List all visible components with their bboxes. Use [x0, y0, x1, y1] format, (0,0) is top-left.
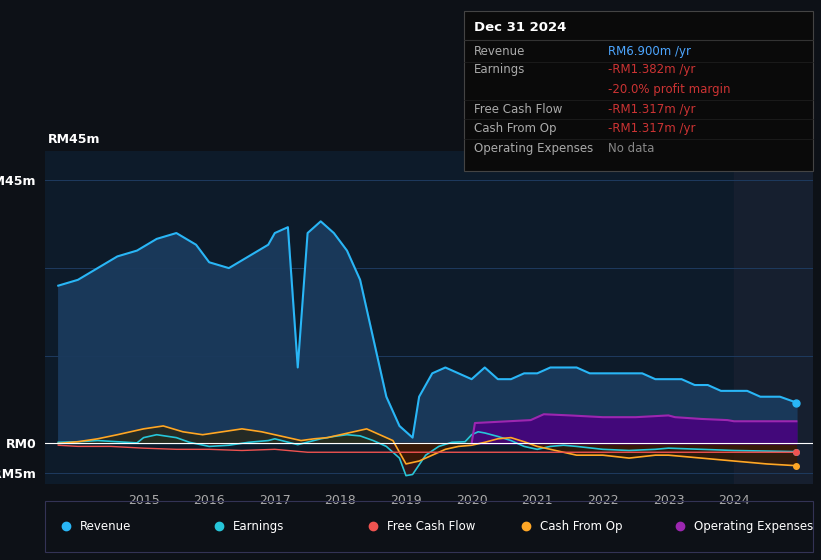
Text: Cash From Op: Cash From Op	[540, 520, 623, 533]
Text: -RM1.317m /yr: -RM1.317m /yr	[608, 122, 695, 136]
Text: Earnings: Earnings	[474, 63, 525, 77]
Text: Free Cash Flow: Free Cash Flow	[387, 520, 475, 533]
Text: No data: No data	[608, 142, 654, 155]
Text: Operating Expenses: Operating Expenses	[694, 520, 813, 533]
Text: Cash From Op: Cash From Op	[474, 122, 556, 136]
Text: RM45m: RM45m	[48, 133, 100, 146]
Text: Earnings: Earnings	[233, 520, 285, 533]
Text: Dec 31 2024: Dec 31 2024	[474, 21, 566, 34]
Text: Revenue: Revenue	[80, 520, 131, 533]
Text: -20.0% profit margin: -20.0% profit margin	[608, 83, 730, 96]
Text: Operating Expenses: Operating Expenses	[474, 142, 593, 155]
Text: Revenue: Revenue	[474, 45, 525, 58]
Text: -RM1.382m /yr: -RM1.382m /yr	[608, 63, 695, 77]
Text: RM6.900m /yr: RM6.900m /yr	[608, 45, 690, 58]
Bar	[734, 151, 813, 484]
Text: -RM1.317m /yr: -RM1.317m /yr	[608, 102, 695, 116]
Text: Free Cash Flow: Free Cash Flow	[474, 102, 562, 116]
